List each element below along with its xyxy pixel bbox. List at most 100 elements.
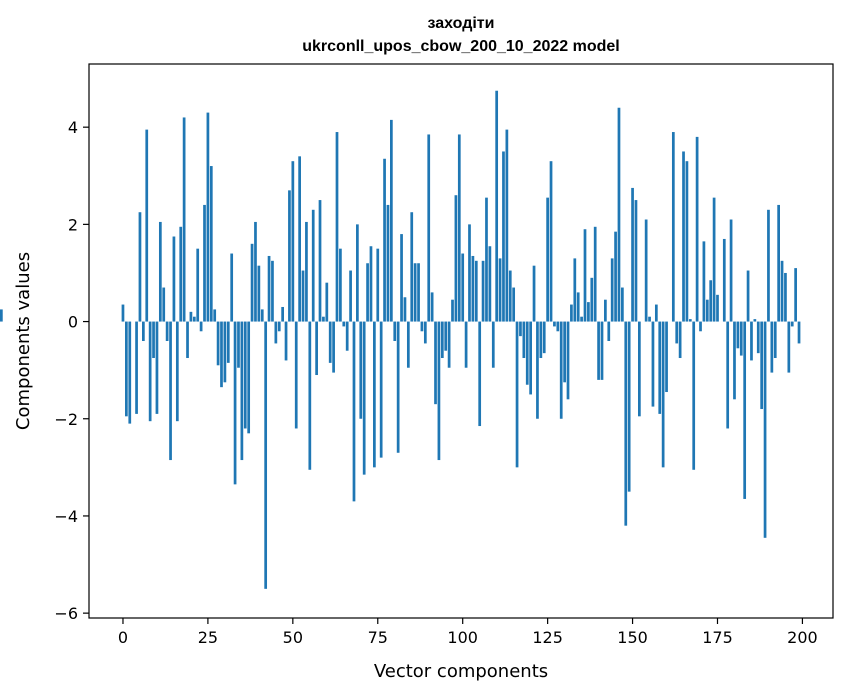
bar	[301, 270, 305, 322]
bar	[481, 260, 485, 322]
bar	[570, 304, 573, 322]
bar	[733, 321, 736, 400]
bar	[135, 321, 138, 414]
bar	[495, 90, 499, 322]
x-tick-label: 150	[617, 628, 648, 647]
bar	[736, 321, 740, 349]
bar	[366, 263, 369, 322]
bar	[787, 321, 791, 373]
bar	[406, 321, 410, 368]
bar	[373, 321, 376, 468]
bar	[627, 321, 631, 492]
bar	[597, 321, 600, 380]
x-tick-label: 25	[198, 628, 218, 647]
bar	[638, 321, 641, 417]
bar	[695, 136, 699, 322]
bar	[403, 297, 407, 322]
bar	[199, 321, 203, 332]
bar	[553, 321, 556, 327]
y-tick-label: −4	[54, 507, 78, 526]
x-tick-label: 0	[118, 628, 128, 647]
bar	[162, 287, 166, 322]
bar	[794, 268, 797, 322]
bar	[257, 265, 261, 322]
bar	[675, 321, 679, 344]
bar	[573, 258, 577, 322]
bar	[169, 321, 172, 461]
x-tick-label: 175	[702, 628, 733, 647]
bar	[624, 321, 628, 526]
x-tick-label: 50	[283, 628, 303, 647]
bar	[519, 321, 522, 337]
bar	[298, 156, 301, 322]
y-tick-label: −6	[54, 604, 78, 623]
bar	[383, 158, 386, 322]
bar	[325, 282, 329, 322]
bar	[376, 248, 380, 322]
bar	[760, 321, 764, 410]
bar	[189, 311, 193, 322]
bar	[440, 321, 444, 359]
bar	[250, 243, 254, 322]
bar	[359, 321, 363, 419]
bar	[155, 321, 159, 414]
bar	[230, 253, 234, 322]
bar	[773, 321, 777, 359]
bar	[702, 241, 706, 322]
bar	[209, 166, 213, 322]
x-tick-label: 100	[447, 628, 478, 647]
bar	[464, 321, 468, 368]
bar	[437, 321, 441, 461]
bar	[461, 253, 465, 322]
bar	[267, 255, 271, 322]
bar	[593, 226, 597, 322]
bar	[335, 132, 339, 322]
bar	[444, 321, 448, 351]
bar	[763, 321, 767, 538]
bar	[179, 226, 183, 322]
bar	[192, 316, 196, 322]
y-tick-label: 4	[68, 118, 78, 137]
bar	[288, 190, 291, 322]
bar	[529, 321, 532, 395]
bar	[447, 321, 451, 368]
bar	[502, 151, 505, 322]
bar	[220, 321, 223, 388]
bar	[648, 316, 651, 322]
bar	[339, 248, 342, 322]
bar	[654, 304, 658, 322]
bar	[631, 187, 634, 322]
bar	[610, 258, 614, 322]
bar	[563, 321, 566, 383]
bar	[345, 321, 349, 351]
bar	[587, 302, 590, 322]
bar	[417, 263, 420, 322]
bar	[400, 234, 403, 322]
bar	[542, 321, 546, 354]
bar	[352, 321, 356, 502]
bar	[291, 161, 295, 322]
bar	[756, 321, 760, 354]
y-tick-label: −2	[54, 410, 78, 429]
bar	[356, 224, 359, 322]
bar	[175, 321, 179, 422]
bar	[709, 280, 713, 322]
y-tick-label: 0	[68, 313, 78, 332]
bar	[186, 321, 189, 359]
plot-frame	[88, 63, 834, 619]
bar	[532, 265, 536, 322]
bar	[471, 255, 475, 322]
bar	[525, 321, 529, 385]
x-axis-label: Vector components	[374, 661, 548, 682]
bar	[128, 321, 132, 424]
bar	[665, 321, 668, 393]
bar	[264, 321, 268, 589]
bar	[182, 117, 186, 322]
bar	[777, 204, 780, 322]
bar	[770, 321, 774, 373]
bar	[604, 299, 607, 322]
bar	[148, 321, 152, 422]
bar	[396, 321, 400, 453]
